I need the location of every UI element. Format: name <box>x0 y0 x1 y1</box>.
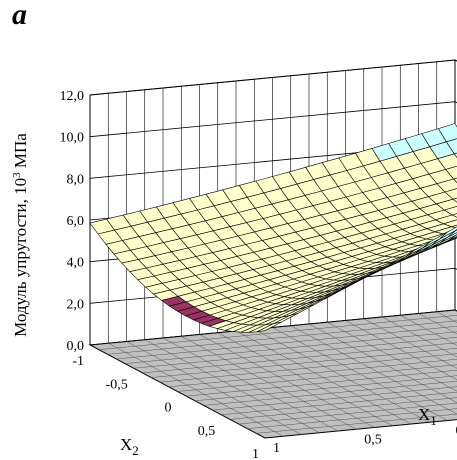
z-tick-label: 8,0 <box>67 172 85 187</box>
x2-tick-label: -1 <box>72 354 84 369</box>
floor-grid-line <box>418 313 457 335</box>
x2-axis-title-letter: X <box>120 435 132 454</box>
x2-tick-label: 0,5 <box>198 424 216 439</box>
z-axis-title: Модуль упругости, 103 МПа <box>11 133 30 337</box>
floor-grid-line <box>203 380 457 406</box>
floor-grid-line <box>199 334 375 428</box>
floor-grid-line <box>162 337 339 432</box>
z-tick-label: 10,0 <box>60 131 85 146</box>
z-tick-label: 2,0 <box>67 297 85 312</box>
floor-grid-line <box>126 341 302 435</box>
floor-grid-line <box>238 402 457 425</box>
floor-grid-line <box>144 339 320 433</box>
x2-axis-title: X2 <box>120 435 139 458</box>
wall-z-gridline <box>89 59 457 96</box>
x1-tick-label: 1 <box>273 441 280 456</box>
z-axis-title-text: Модуль упругости, 10 <box>11 178 30 337</box>
floor-grid-line <box>229 397 457 420</box>
floor-plane <box>88 309 457 439</box>
svg-text:Модуль упругости, 103 МПа: Модуль упругости, 103 МПа <box>11 133 30 337</box>
surface-cell <box>455 229 457 231</box>
z-axis-title-unit: МПа <box>11 133 30 173</box>
floor-grid-line <box>177 364 457 392</box>
floor-grid-line <box>108 343 284 437</box>
floor-grid-line <box>256 413 457 434</box>
x1-axis-title-sub: 1 <box>430 413 437 428</box>
z-axis-title-superscript: 3 <box>11 172 23 178</box>
floor-grid-line <box>221 391 457 415</box>
x1-axis-title: X1 <box>418 405 437 428</box>
floor-grid-line <box>194 375 457 402</box>
floor-grid-line <box>400 315 457 346</box>
surface-cell <box>452 197 457 203</box>
x2-axis-title-sub: 2 <box>132 443 139 458</box>
floor-grid-line <box>186 369 457 397</box>
floor-grid-line <box>247 408 457 429</box>
floor-grid-line <box>381 316 457 358</box>
z-tick-label: 0,0 <box>67 339 85 354</box>
surface-cell <box>453 177 457 183</box>
x1-tick-label: 0 <box>456 424 457 439</box>
surface-cell <box>451 213 457 218</box>
surface-cell <box>439 226 457 240</box>
x2-tick-label: -0,5 <box>106 377 128 392</box>
x1-tick-label: 0,5 <box>364 432 382 447</box>
z-tick-label: 4,0 <box>67 256 85 271</box>
z-tick-label: 12,0 <box>60 89 85 104</box>
floor-grid-line <box>254 329 430 423</box>
x1-axis-title-letter: X <box>418 405 430 424</box>
surface-cell <box>453 152 457 159</box>
floor-grid-line <box>235 330 412 425</box>
tick-labels: 0,02,04,06,08,010,012,0-1-0,500,51-1-0,5… <box>60 89 457 460</box>
floor-grid-line <box>181 336 357 430</box>
x2-tick-label: 1 <box>252 447 259 460</box>
floor-grid-line <box>217 332 393 426</box>
panel-label: a <box>12 0 27 31</box>
wall-z-gridline <box>89 101 457 138</box>
floor-grid-line <box>212 386 457 411</box>
surface-mesh <box>89 123 457 333</box>
z-tick-label: 6,0 <box>67 214 85 229</box>
x2-tick-label: 0 <box>165 401 172 416</box>
